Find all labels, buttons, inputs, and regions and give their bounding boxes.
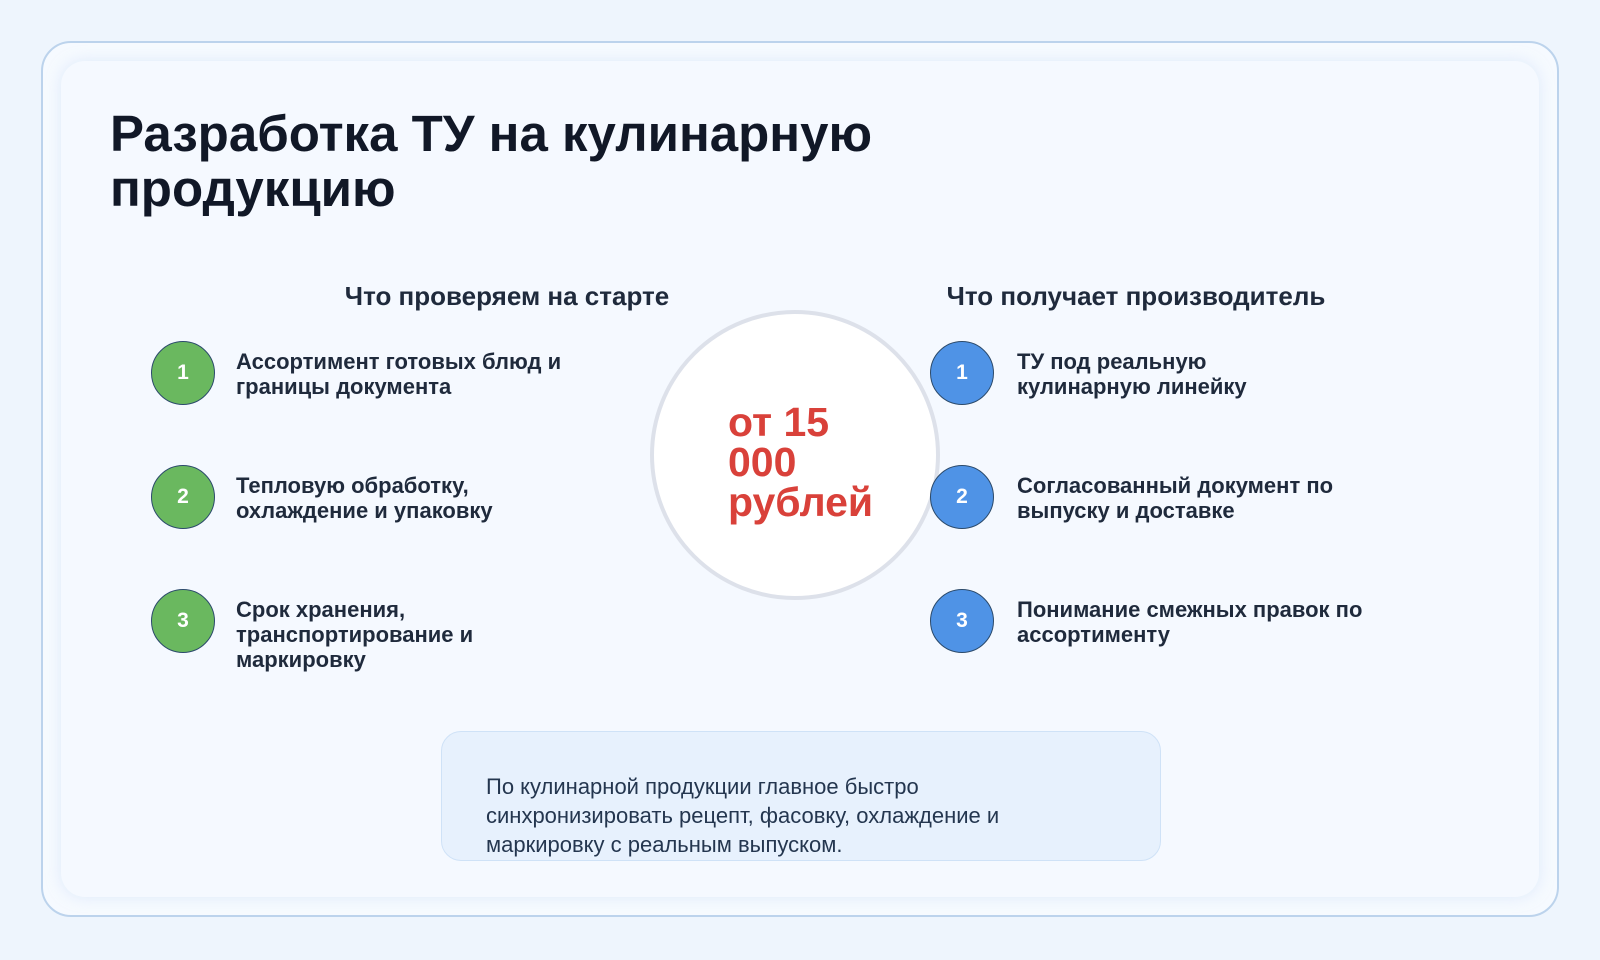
left-item-text: Тепловую обработку, охлаждение и упаковк… xyxy=(236,473,493,523)
price-circle xyxy=(650,310,940,600)
step-badge: 2 xyxy=(930,465,994,529)
note-box: По кулинарной продукции главное быстро с… xyxy=(441,731,1161,861)
left-item-text: Ассортимент готовых блюд и границы докум… xyxy=(236,349,562,399)
step-badge: 1 xyxy=(151,341,215,405)
step-badge: 3 xyxy=(930,589,994,653)
left-item-text: Срок хранения, транспортирование и марки… xyxy=(236,597,474,672)
note-text: По кулинарной продукции главное быстро с… xyxy=(486,774,1000,857)
right-item-text: Согласованный документ по выпуску и дост… xyxy=(1017,473,1334,523)
step-badge: 2 xyxy=(151,465,215,529)
page-title: Разработка ТУ на кулинарную продукцию xyxy=(110,105,873,217)
right-item-text: Понимание смежных правок по ассортименту xyxy=(1017,597,1363,647)
right-item-text: ТУ под реальную кулинарную линейку xyxy=(1017,349,1247,399)
price-label: от 15 000 рублей xyxy=(728,399,874,525)
right-column-heading: Что получает производитель xyxy=(946,281,1326,311)
step-badge: 1 xyxy=(930,341,994,405)
left-column-heading: Что проверяем на старте xyxy=(344,281,670,311)
step-badge: 3 xyxy=(151,589,215,653)
